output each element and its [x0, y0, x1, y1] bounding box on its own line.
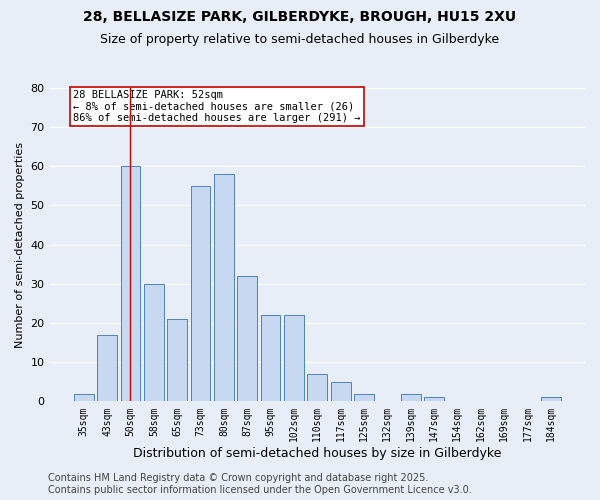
Text: Size of property relative to semi-detached houses in Gilberdyke: Size of property relative to semi-detach… — [100, 32, 500, 46]
Bar — [238, 276, 257, 402]
Bar — [401, 394, 421, 402]
Bar — [214, 174, 234, 402]
Bar — [121, 166, 140, 402]
Bar — [74, 394, 94, 402]
Bar — [260, 315, 280, 402]
Bar — [541, 398, 560, 402]
Bar — [307, 374, 327, 402]
Bar — [284, 315, 304, 402]
Text: 28, BELLASIZE PARK, GILBERDYKE, BROUGH, HU15 2XU: 28, BELLASIZE PARK, GILBERDYKE, BROUGH, … — [83, 10, 517, 24]
Bar — [167, 319, 187, 402]
Bar — [424, 398, 444, 402]
Bar — [97, 335, 117, 402]
Text: 28 BELLASIZE PARK: 52sqm
← 8% of semi-detached houses are smaller (26)
86% of se: 28 BELLASIZE PARK: 52sqm ← 8% of semi-de… — [73, 90, 361, 123]
Bar — [331, 382, 350, 402]
Y-axis label: Number of semi-detached properties: Number of semi-detached properties — [15, 142, 25, 348]
Bar — [354, 394, 374, 402]
Text: Contains HM Land Registry data © Crown copyright and database right 2025.
Contai: Contains HM Land Registry data © Crown c… — [48, 474, 472, 495]
Bar — [191, 186, 211, 402]
X-axis label: Distribution of semi-detached houses by size in Gilberdyke: Distribution of semi-detached houses by … — [133, 447, 502, 460]
Bar — [144, 284, 164, 402]
